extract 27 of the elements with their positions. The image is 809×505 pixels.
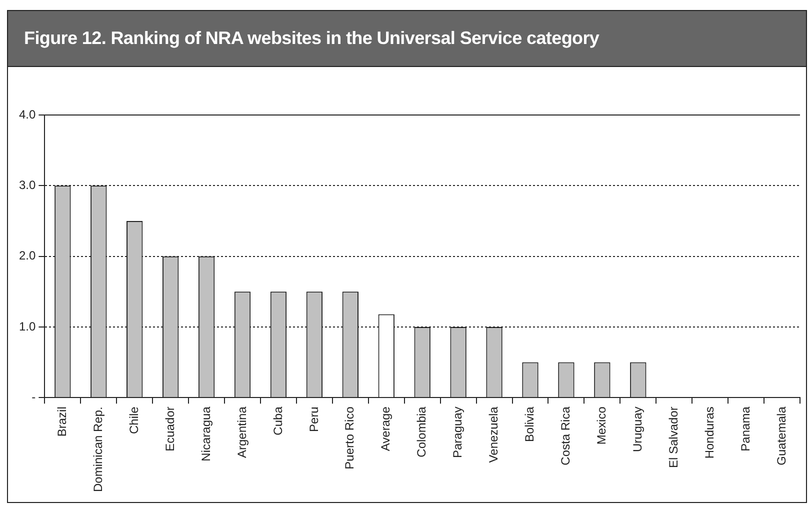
x-tick-label: Cuba [270, 406, 285, 436]
y-tick-label: 4.0 [18, 107, 36, 122]
x-tick-label: Brazil [54, 406, 69, 437]
x-tick-label: Panama [738, 406, 752, 452]
x-tick-label: Mexico [594, 406, 608, 445]
x-tick-label: Bolivia [522, 406, 537, 442]
y-tick-label: 1.0 [18, 319, 36, 334]
x-tick-label: Venezuela [486, 406, 501, 463]
y-tick-label: - [32, 390, 36, 404]
y-tick-label: 2.0 [18, 248, 36, 263]
x-tick-label: Guatemala [774, 406, 788, 466]
x-tick-label: Chile [126, 406, 141, 434]
x-tick-label: Uruguay [630, 406, 644, 452]
x-tick-label: Average [378, 406, 393, 452]
x-tick-label: Ecuador [162, 406, 177, 452]
x-tick-label: Honduras [702, 406, 716, 459]
chart-title: Figure 12. Ranking of NRA websites in the Universal Service category [8, 11, 806, 67]
x-tick-label: Colombia [414, 406, 429, 458]
x-tick-label: Costa Rica [558, 406, 573, 466]
x-tick-label: Puerto Rico [342, 406, 357, 470]
x-tick-label: Dominican Rep. [90, 406, 105, 492]
x-tick-label: Nicaragua [198, 406, 213, 462]
x-tick-label: Peru [306, 406, 321, 432]
y-tick-label: 3.0 [18, 178, 36, 192]
x-tick-label: Argentina [234, 406, 249, 458]
x-tick-label: El Salvador [666, 406, 680, 468]
x-tick-label: Paraguay [450, 406, 465, 458]
